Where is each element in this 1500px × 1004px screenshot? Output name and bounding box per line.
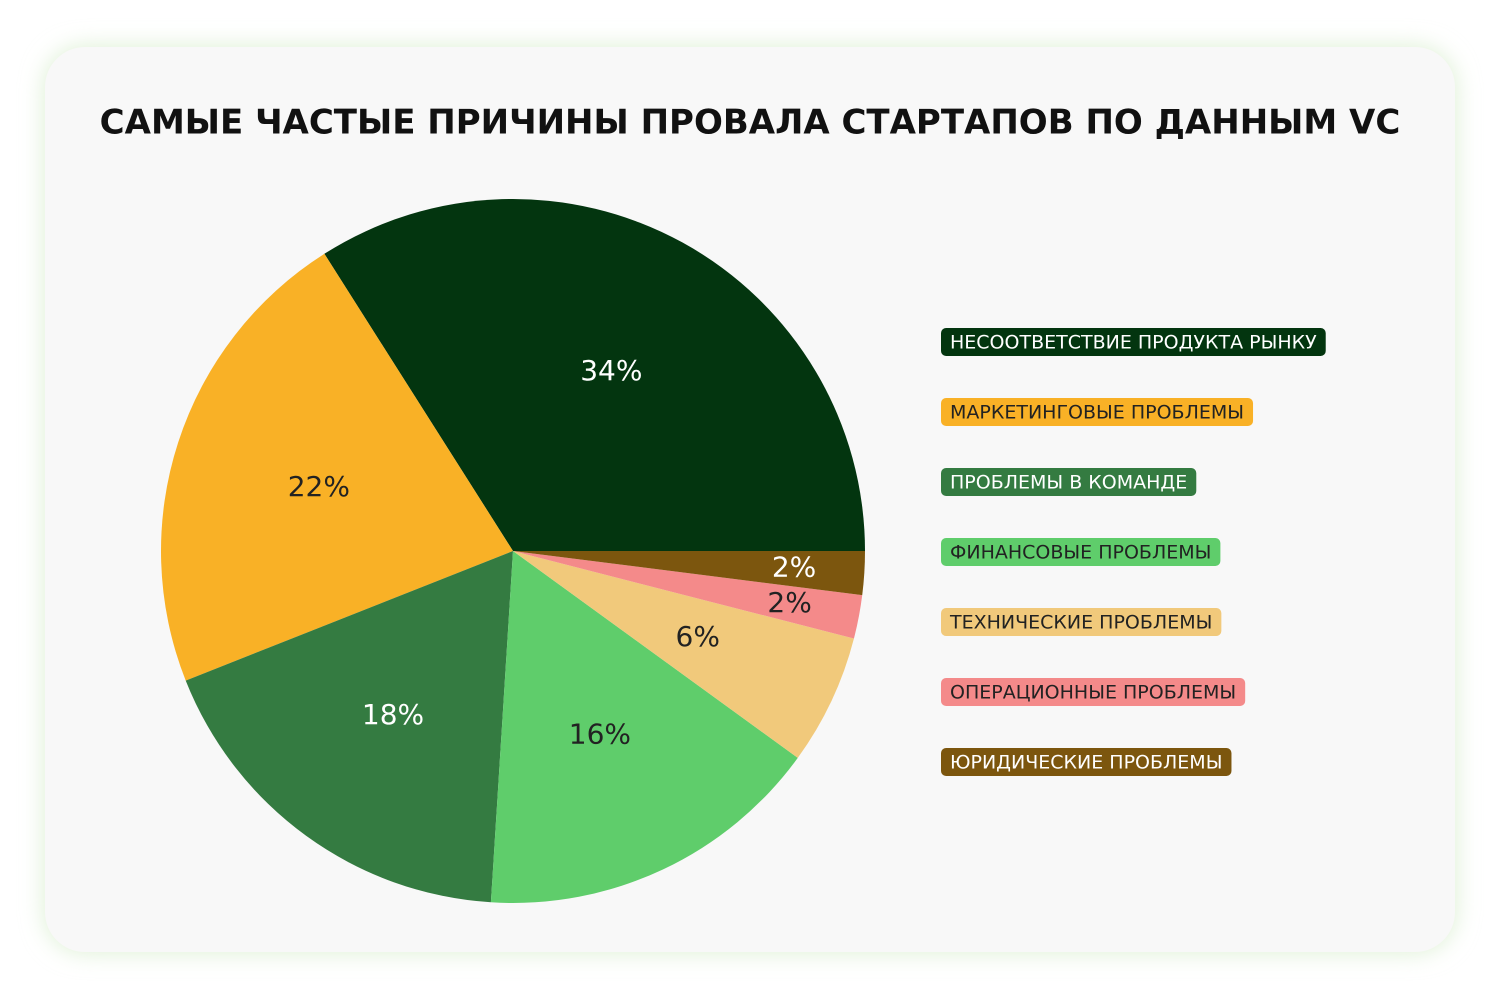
pie-slice: [324, 198, 865, 551]
legend-label: ФИНАНСОВЫЕ ПРОБЛЕМЫ: [950, 542, 1211, 564]
pie-slice: [513, 551, 863, 639]
legend-label: ЮРИДИЧЕСКИЕ ПРОБЛЕМЫ: [950, 752, 1222, 774]
legend-swatch: [941, 608, 1222, 636]
value-label: 22%: [288, 470, 350, 503]
legend-swatch: [941, 678, 1246, 706]
pie-slice: [513, 551, 854, 758]
legend-label: ТЕХНИЧЕСКИЕ ПРОБЛЕМЫ: [949, 612, 1212, 634]
legend-label: МАРКЕТИНГОВЫЕ ПРОБЛЕМЫ: [950, 402, 1244, 424]
pie-slice: [161, 253, 513, 681]
value-label: 34%: [580, 354, 642, 387]
pie: 34% 22% 18% 16% 6% 2%2%: [161, 198, 865, 903]
value-label: 16%: [569, 718, 631, 751]
legend-swatch: [941, 398, 1254, 426]
pie-slice: [513, 551, 865, 596]
value-label: 2%: [767, 586, 811, 619]
chart-title: САМЫЕ ЧАСТЫЕ ПРИЧИНЫ ПРОВАЛА СТАРТАПОВ П…: [100, 103, 1401, 143]
pie-slice: [185, 551, 513, 903]
legend-label: ПРОБЛЕМЫ В КОМАНДЕ: [950, 472, 1187, 494]
legend-swatch: [941, 748, 1232, 776]
legend-swatch: [941, 468, 1197, 496]
value-label: 2%: [772, 551, 816, 584]
value-label: 6%: [676, 620, 720, 653]
pie-slice: [490, 551, 798, 903]
legend-swatch: [941, 328, 1326, 356]
legend: НЕСООТВЕТСТВИЕ ПРОДУКТА РЫНКУ МАРКЕТИНГОВ…: [941, 328, 1326, 776]
legend-label: ОПЕРАЦИОННЫЕ ПРОБЛЕМЫ: [950, 682, 1236, 704]
legend-swatch: [941, 538, 1221, 566]
value-label: 18%: [362, 698, 424, 731]
legend-label: НЕСООТВЕТСТВИЕ ПРОДУКТА РЫНКУ: [950, 332, 1317, 354]
